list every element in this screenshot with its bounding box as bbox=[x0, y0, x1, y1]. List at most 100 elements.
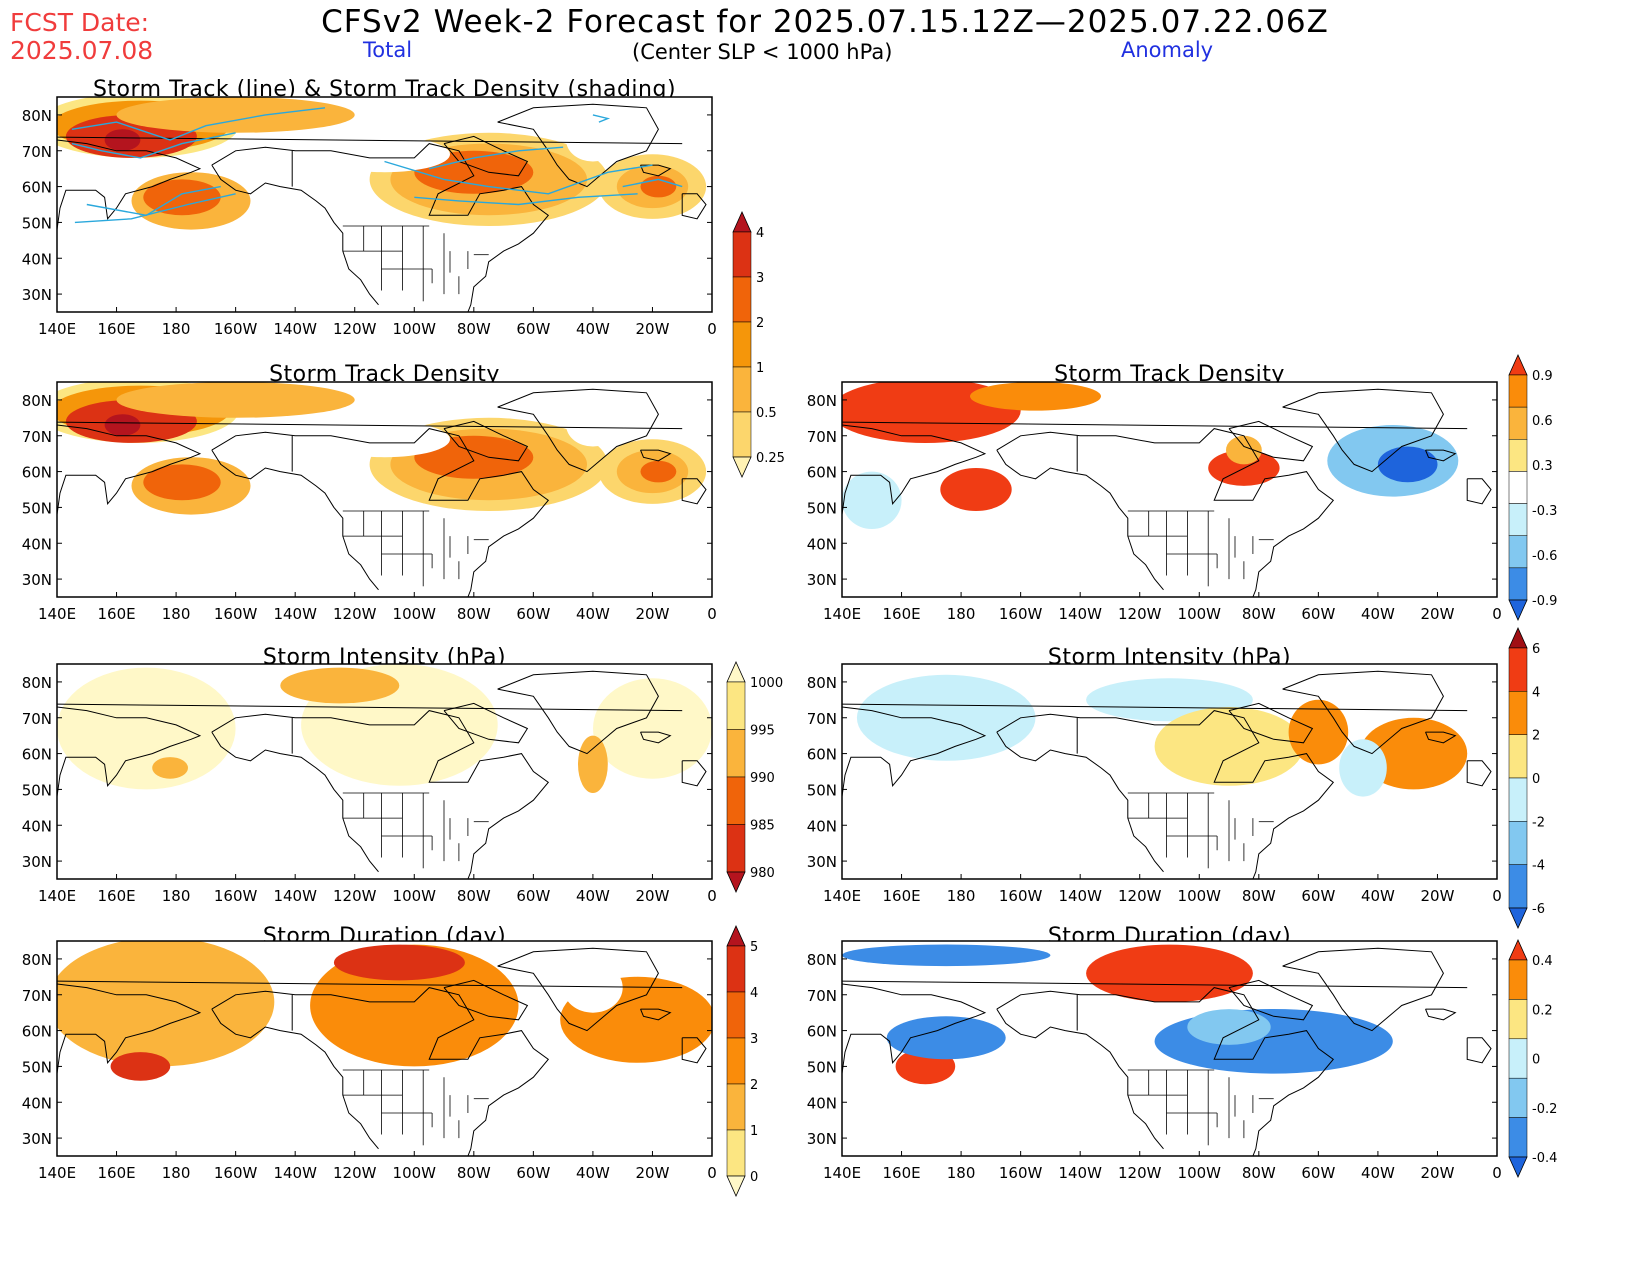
lat-tick-label: 60N bbox=[22, 179, 52, 197]
coastline bbox=[996, 449, 1164, 591]
lon-tick-label: 60W bbox=[516, 320, 550, 337]
coastline bbox=[996, 731, 1164, 873]
lat-tick-label: 50N bbox=[807, 1058, 837, 1076]
lat-tick-label: 80N bbox=[22, 951, 52, 969]
coastline bbox=[57, 136, 683, 145]
coastline bbox=[842, 983, 987, 1103]
lon-tick-label: 0 bbox=[707, 887, 717, 904]
field-blob bbox=[566, 403, 620, 447]
coastline bbox=[996, 428, 1335, 597]
map-density-anom: 80N 70N 60N 50N 40N 30N 140E 160E 180 160W 140W 120… bbox=[807, 381, 1502, 622]
coastline bbox=[443, 420, 529, 462]
colorbar-label: 0 bbox=[1532, 772, 1540, 787]
colorbar-label: 995 bbox=[750, 724, 775, 739]
coastline bbox=[640, 1008, 672, 1021]
storm-track-line bbox=[592, 114, 611, 123]
storm-track-line bbox=[71, 107, 326, 141]
lon-tick-label: 180 bbox=[162, 320, 191, 337]
colorbar-segment bbox=[1508, 535, 1528, 569]
coastline bbox=[1466, 478, 1492, 505]
colorbar-segment bbox=[1508, 1077, 1528, 1118]
field-blob bbox=[104, 414, 141, 436]
colorbar-segment bbox=[1508, 999, 1528, 1040]
lat-tick-label: 40N bbox=[22, 250, 52, 268]
field-blob bbox=[57, 667, 236, 790]
field-blob bbox=[842, 471, 902, 529]
lon-tick-label: 80W bbox=[457, 1164, 491, 1181]
coastline bbox=[1228, 702, 1314, 744]
lon-tick-label: 160W bbox=[214, 887, 258, 904]
colorbar-label: 0.9 bbox=[1532, 369, 1553, 384]
lon-tick-label: 160E bbox=[97, 605, 135, 622]
total-label: Total bbox=[363, 38, 413, 62]
coastline bbox=[842, 706, 987, 826]
lon-tick-label: 100W bbox=[1178, 887, 1222, 904]
lon-tick-label: 80W bbox=[1242, 887, 1276, 904]
colorbar-label: -0.2 bbox=[1532, 1102, 1557, 1117]
coastline bbox=[1425, 731, 1457, 744]
lat-tick-label: 30N bbox=[22, 286, 52, 304]
field-blob bbox=[593, 678, 712, 779]
lon-tick-label: 160E bbox=[97, 1164, 135, 1181]
colorbar-label: -0.6 bbox=[1532, 549, 1557, 564]
coastline bbox=[996, 1008, 1164, 1150]
field-blob bbox=[640, 460, 677, 483]
field-blob bbox=[1154, 707, 1304, 786]
colorbar-segment bbox=[1508, 1117, 1528, 1158]
storm-track-line bbox=[86, 185, 221, 217]
colorbar-segment bbox=[726, 1083, 746, 1131]
lon-tick-label: 160W bbox=[214, 320, 258, 337]
colorbar-segment bbox=[726, 681, 746, 730]
coastline bbox=[1425, 1008, 1457, 1021]
coastline bbox=[1466, 760, 1492, 787]
coastline bbox=[211, 1008, 379, 1150]
colorbar-label: 3 bbox=[756, 271, 764, 286]
coastline bbox=[681, 760, 707, 787]
lon-tick-label: 40W bbox=[576, 887, 610, 904]
coastline bbox=[57, 980, 683, 989]
colorbar-label: 4 bbox=[750, 986, 758, 1001]
lat-tick-label: 60N bbox=[22, 1023, 52, 1041]
colorbar-label: -0.3 bbox=[1532, 504, 1557, 519]
coastline bbox=[1228, 420, 1314, 462]
lon-tick-label: 140E bbox=[38, 1164, 76, 1181]
colorbar-label: 2 bbox=[750, 1078, 758, 1093]
storm-track-line bbox=[622, 178, 683, 188]
colorbar-segment bbox=[1508, 959, 1528, 1000]
lon-tick-label: 100W bbox=[1178, 605, 1222, 622]
colorbar-cb-intensity-anom: 6 4 2 0 -2 -4 -6 bbox=[1508, 627, 1545, 929]
field-blob bbox=[110, 1052, 171, 1081]
coastline bbox=[211, 987, 550, 1156]
lat-tick-label: 30N bbox=[22, 571, 52, 589]
coastline bbox=[681, 1037, 707, 1064]
colorbar-segment bbox=[1508, 821, 1528, 865]
lon-tick-label: 60W bbox=[1301, 605, 1335, 622]
map-duration-total: 80N 70N 60N 50N 40N 30N 140E 160E 180 160W 140W 120… bbox=[22, 940, 717, 1181]
anomaly-label: Anomaly bbox=[1121, 38, 1214, 62]
lat-tick-label: 70N bbox=[807, 710, 837, 728]
lon-tick-label: 140W bbox=[273, 887, 317, 904]
lon-tick-label: 140W bbox=[1058, 887, 1102, 904]
lon-tick-label: 100W bbox=[393, 320, 437, 337]
colorbar-label: -6 bbox=[1532, 902, 1545, 917]
colorbar-label: 0 bbox=[750, 1170, 758, 1185]
coastline bbox=[681, 193, 707, 220]
coastline bbox=[211, 164, 379, 306]
coastline bbox=[57, 706, 202, 826]
lon-tick-label: 180 bbox=[947, 1164, 976, 1181]
coastline bbox=[842, 424, 987, 544]
coastline bbox=[1425, 449, 1457, 462]
colorbar-label: -0.4 bbox=[1532, 1151, 1557, 1166]
lon-tick-label: 80W bbox=[1242, 1164, 1276, 1181]
lon-tick-label: 20W bbox=[1420, 605, 1454, 622]
lat-tick-label: 30N bbox=[22, 853, 52, 871]
coastline bbox=[640, 731, 672, 744]
lat-tick-label: 80N bbox=[22, 392, 52, 410]
lat-tick-label: 40N bbox=[22, 817, 52, 835]
lat-tick-label: 50N bbox=[22, 499, 52, 517]
lat-tick-label: 80N bbox=[22, 674, 52, 692]
colorbar-label: 2 bbox=[756, 316, 764, 331]
lon-tick-label: 140E bbox=[38, 605, 76, 622]
colorbar-segment bbox=[1508, 567, 1528, 601]
storm-track-line bbox=[74, 193, 236, 224]
